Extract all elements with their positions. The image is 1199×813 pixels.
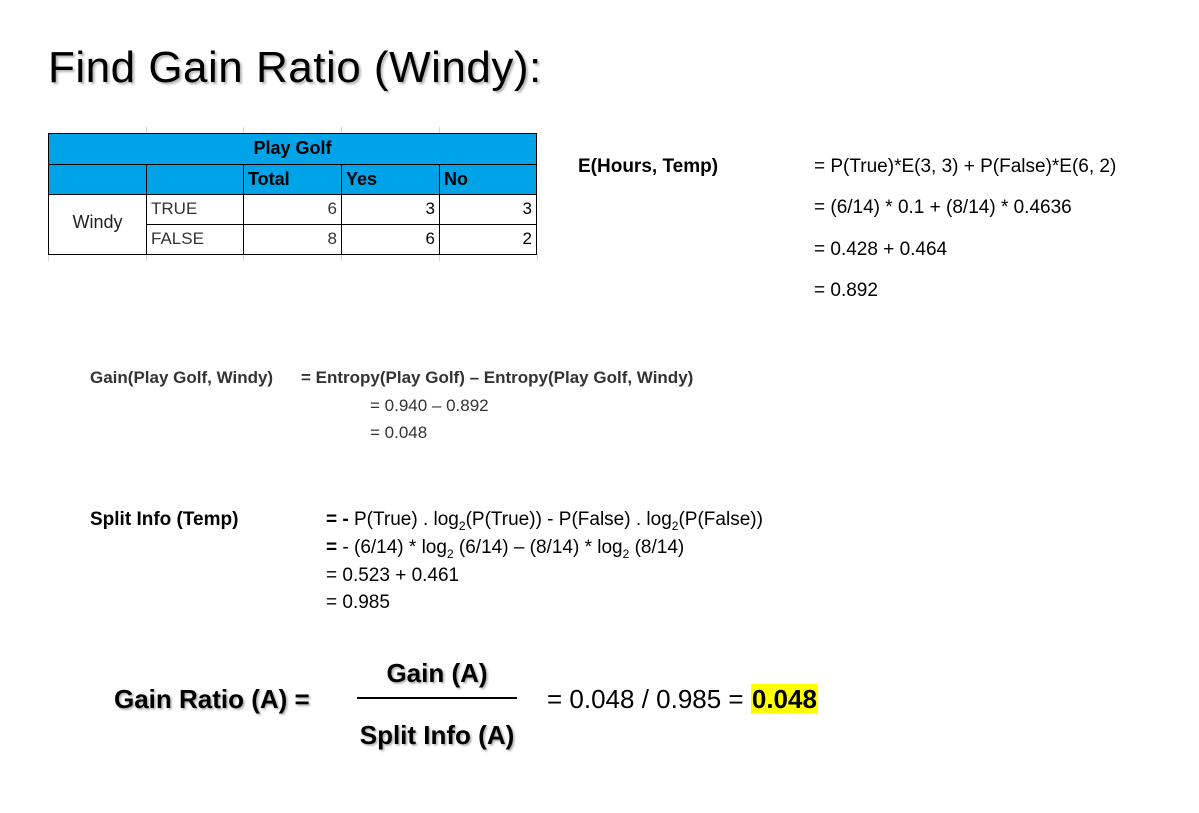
cell-true-total: 6 (327, 199, 337, 218)
cell-true-no: 3 (522, 199, 532, 218)
table-header-band-top (48, 133, 537, 164)
gain-expression: = Entropy(Play Golf) – Entropy(Play Golf… (301, 368, 694, 387)
gain-ratio-result: 0.048 (750, 684, 818, 714)
gain-ratio-denominator: Split Info (A) (359, 720, 515, 750)
row-label-true: TRUE (151, 199, 198, 218)
column-header-total: Total (248, 169, 290, 189)
gain-line-2: = 0.940 – 0.892 (370, 396, 489, 415)
split-info-line-4: = 0.985 (326, 592, 390, 613)
gain-ratio-calculation: = 0.048 / 0.985 = 0.048 (547, 684, 818, 714)
cell-true-yes: 3 (425, 199, 435, 218)
fraction-bar (357, 697, 517, 699)
entropy-line-1: = P(True)*E(3, 3) + P(False)*E(6, 2) (814, 156, 1117, 177)
split-info-line-1: = - P(True) . log2(P(True)) - P(False) .… (326, 509, 763, 533)
play-golf-table: Play Golf Total Yes No Windy TRUE 6 3 3 … (48, 127, 538, 261)
entropy-label: E(Hours, Temp) (578, 156, 719, 177)
split-info-line-3: = 0.523 + 0.461 (326, 565, 460, 586)
split-info-label: Split Info (Temp) (90, 509, 239, 530)
entropy-line-4: = 0.892 (814, 280, 878, 301)
gain-label: Gain(Play Golf, Windy) (90, 368, 274, 387)
row-group-label: Windy (72, 212, 123, 232)
entropy-line-2: = (6/14) * 0.1 + (8/14) * 0.4636 (814, 197, 1072, 218)
entropy-line-3: = 0.428 + 0.464 (814, 239, 948, 260)
cell-false-yes: 6 (425, 229, 435, 248)
table-header-band-bottom (48, 164, 537, 194)
gain-ratio-numerator: Gain (A) (386, 658, 488, 688)
row-label-false: FALSE (151, 229, 204, 248)
column-header-yes: Yes (346, 169, 378, 189)
cell-false-total: 8 (327, 229, 337, 248)
split-info-line-2: = - (6/14) * log2 (6/14) – (8/14) * log2… (326, 537, 685, 561)
gain-ratio-label: Gain Ratio (A) = (114, 684, 310, 714)
cell-false-no: 2 (522, 229, 532, 248)
slide-title: Find Gain Ratio (Windy): (48, 43, 542, 92)
column-header-no: No (444, 169, 468, 189)
table-group-header: Play Golf (253, 138, 332, 158)
gain-line-3: = 0.048 (370, 423, 428, 442)
